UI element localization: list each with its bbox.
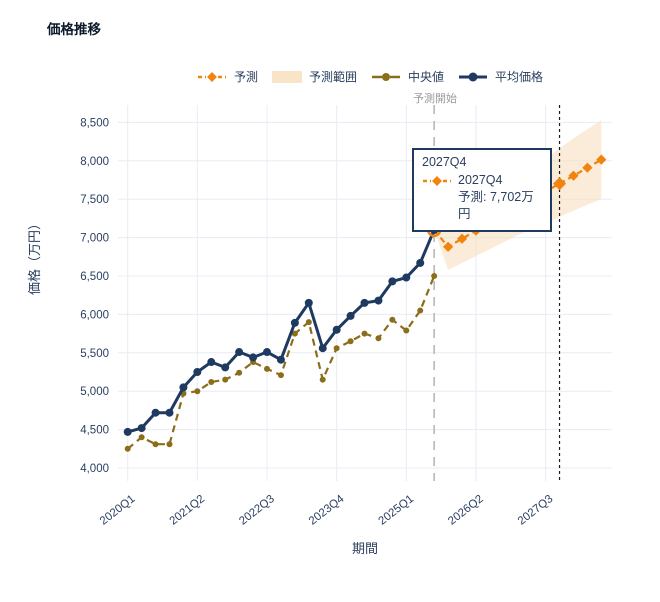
average-point[interactable] — [416, 258, 425, 267]
average-point[interactable] — [388, 277, 397, 286]
average-point[interactable] — [290, 318, 299, 327]
median-point[interactable] — [291, 330, 298, 337]
legend-label-median: 中央値 — [408, 70, 445, 84]
median-point[interactable] — [375, 335, 382, 342]
median-point[interactable] — [333, 345, 340, 352]
median-point[interactable] — [208, 378, 215, 385]
average-point[interactable] — [179, 383, 188, 392]
median-line-icon — [372, 72, 401, 81]
y-tick-label: 4,500 — [80, 425, 109, 437]
y-tick-label: 5,500 — [80, 348, 109, 360]
median-point[interactable] — [431, 273, 438, 279]
chart-legend: 予測 予測範囲 中央値 平均価格 — [197, 68, 543, 85]
median-point[interactable] — [389, 316, 396, 323]
average-point[interactable] — [346, 311, 355, 320]
average-point[interactable] — [151, 408, 160, 417]
median-point[interactable] — [277, 372, 284, 379]
forecast-line-icon — [198, 71, 226, 82]
average-point[interactable] — [276, 355, 285, 364]
tooltip-period-header: 2027Q4 — [422, 155, 467, 169]
average-point[interactable] — [263, 348, 271, 357]
forecast-point[interactable] — [456, 233, 468, 244]
legend-label-forecast-range: 予測範囲 — [309, 70, 358, 84]
y-tick-label: 8,000 — [80, 156, 109, 168]
average-line-icon — [459, 72, 488, 81]
average-point[interactable] — [249, 353, 258, 362]
median-point[interactable] — [347, 338, 354, 345]
tooltip-forecast-value: 予測: 7,702万円 — [458, 189, 534, 221]
x-tick-label: 2027Q3 — [516, 493, 556, 528]
y-tick-label: 7,000 — [80, 233, 109, 245]
median-point[interactable] — [403, 327, 410, 334]
median-point[interactable] — [417, 307, 424, 314]
legend-item-forecast[interactable]: 予測 — [197, 68, 258, 85]
forecast-point[interactable] — [553, 177, 567, 191]
average-point[interactable] — [165, 408, 174, 417]
median-point[interactable] — [236, 369, 243, 376]
y-tick-label: 7,500 — [80, 194, 109, 206]
average-point[interactable] — [235, 348, 244, 357]
y-tick-label: 8,500 — [80, 117, 109, 129]
y-tick-label: 4,000 — [80, 463, 109, 475]
tooltip-series-label: 2027Q4 — [458, 173, 503, 187]
average-point[interactable] — [318, 344, 327, 353]
median-point[interactable] — [305, 319, 312, 326]
median-point[interactable] — [194, 388, 201, 395]
median-point[interactable] — [124, 445, 131, 452]
average-line[interactable] — [127, 229, 436, 434]
x-tick-label: 2022Q3 — [237, 493, 277, 528]
x-tick-label: 2020Q1 — [98, 493, 138, 528]
median-point[interactable] — [319, 376, 326, 383]
y-tick-label: 5,000 — [80, 386, 109, 398]
x-tick-label: 2026Q2 — [446, 493, 486, 528]
legend-item-average[interactable]: 平均価格 — [458, 68, 543, 85]
median-point[interactable] — [138, 434, 145, 441]
legend-item-forecast-range[interactable]: 予測範囲 — [272, 68, 357, 85]
average-point[interactable] — [207, 358, 216, 367]
x-axis-title: 期間 — [351, 541, 378, 556]
average-point[interactable] — [123, 427, 132, 436]
average-point[interactable] — [402, 273, 411, 282]
average-point[interactable] — [374, 296, 383, 305]
y-tick-label: 6,000 — [80, 309, 109, 321]
forecast-range-swatch-icon — [272, 70, 303, 83]
average-point[interactable] — [137, 424, 146, 433]
median-point[interactable] — [222, 376, 229, 383]
x-tick-label: 2021Q2 — [168, 493, 208, 528]
hover-tooltip: 2027Q4 2027Q4 予測: 7,702万円 — [412, 148, 552, 232]
median-point[interactable] — [152, 441, 159, 448]
average-point[interactable] — [221, 363, 230, 372]
average-point[interactable] — [193, 368, 202, 376]
forecast-point[interactable] — [596, 154, 607, 165]
average-point[interactable] — [304, 298, 313, 307]
tooltip-forecast-line-icon — [423, 176, 451, 186]
legend-item-median[interactable]: 中央値 — [371, 68, 444, 85]
average-point[interactable] — [360, 298, 369, 307]
x-tick-label: 2025Q1 — [376, 493, 416, 528]
y-tick-label: 6,500 — [80, 271, 109, 283]
forecast-point[interactable] — [442, 241, 454, 252]
median-point[interactable] — [361, 330, 368, 337]
legend-label-average: 平均価格 — [495, 70, 544, 84]
legend-label-forecast: 予測 — [234, 70, 259, 84]
median-point[interactable] — [264, 365, 270, 372]
forecast-start-annotation: 予測開始 — [413, 93, 457, 105]
y-axis-title: 価格（万円） — [27, 216, 42, 295]
median-point[interactable] — [166, 441, 173, 448]
chart-title: 価格推移 — [47, 22, 101, 37]
average-point[interactable] — [332, 325, 341, 334]
x-tick-label: 2023Q4 — [307, 493, 347, 528]
